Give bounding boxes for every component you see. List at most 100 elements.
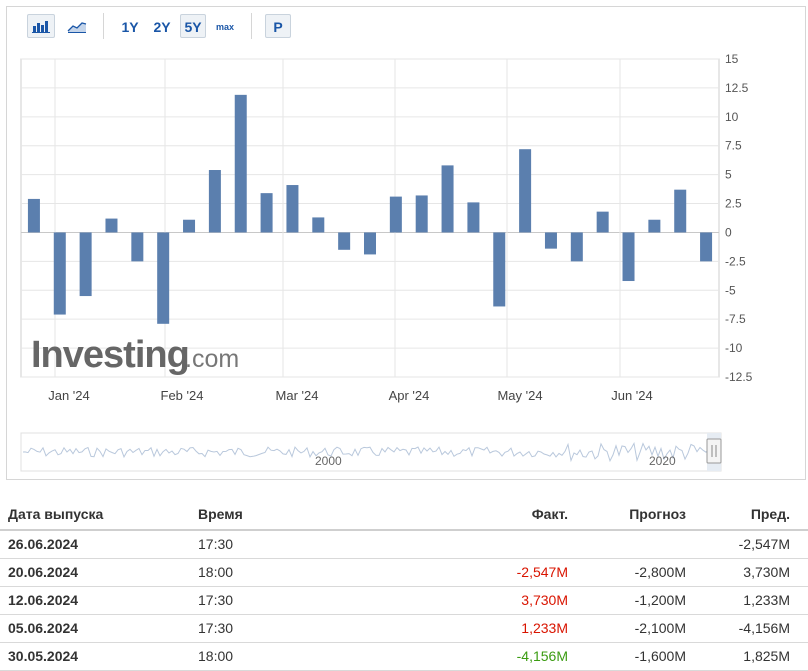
- bar[interactable]: [234, 94, 247, 233]
- bar[interactable]: [364, 232, 376, 255]
- header-forecast: Прогноз: [629, 506, 686, 522]
- y-tick-label: -2.5: [725, 254, 746, 268]
- bars-layer: [27, 94, 713, 324]
- toolbar-separator: [251, 13, 252, 39]
- bar[interactable]: [131, 232, 144, 262]
- y-tick-label: -7.5: [725, 312, 746, 326]
- range-5y-button[interactable]: 5Y: [180, 14, 206, 38]
- bar[interactable]: [674, 189, 687, 233]
- y-tick-label: 5: [725, 168, 732, 182]
- bar[interactable]: [570, 232, 583, 262]
- row-forecast: -1,600M: [634, 648, 686, 664]
- x-tick-label: Jan '24: [48, 388, 90, 403]
- bar[interactable]: [260, 193, 273, 233]
- range-1y-button[interactable]: 1Y: [121, 19, 139, 35]
- row-fact: 3,730M: [521, 592, 568, 608]
- x-tick-label: Feb '24: [161, 388, 204, 403]
- x-axis-labels: Jan '24 Feb '24 Mar '24 Apr '24 May '24 Jun '…: [48, 388, 653, 403]
- grid-layer: [20, 58, 720, 378]
- table-row: 20.06.2024 18:00 -2,547M -2,800M 3,730M: [0, 559, 808, 587]
- x-tick-label: Jun '24: [611, 388, 653, 403]
- bar[interactable]: [441, 165, 454, 233]
- y-axis-labels: 15 12.5 10 7.5 5 2.5 0 -2.5 -5 -7.5 -10 -12.5: [725, 52, 753, 384]
- x-tick-label: Apr '24: [389, 388, 430, 403]
- y-tick-label: 15: [725, 52, 739, 66]
- bar[interactable]: [415, 195, 428, 233]
- navigator-series: [22, 441, 719, 463]
- row-date: 20.06.2024: [8, 564, 79, 580]
- range-max-button[interactable]: max: [215, 22, 234, 32]
- watermark-brand: Investing: [31, 334, 189, 376]
- x-tick-label: May '24: [497, 388, 542, 403]
- row-time: 17:30: [198, 536, 234, 552]
- bar[interactable]: [519, 149, 532, 233]
- navigator-label-2020: 2020: [649, 454, 676, 468]
- row-fact: 1,233M: [521, 620, 568, 636]
- y-tick-label: 0: [725, 225, 732, 239]
- row-date: 26.06.2024: [8, 536, 79, 552]
- row-prev: 3,730M: [743, 564, 790, 580]
- watermark-suffix: .com: [185, 345, 239, 373]
- bar[interactable]: [338, 232, 351, 250]
- bar[interactable]: [389, 196, 402, 233]
- row-time: 17:30: [198, 620, 234, 636]
- row-date: 05.06.2024: [8, 620, 79, 636]
- row-time: 18:00: [198, 648, 234, 664]
- row-prev: 1,233M: [743, 592, 790, 608]
- row-date: 12.06.2024: [8, 592, 79, 608]
- bar[interactable]: [467, 202, 480, 233]
- bar[interactable]: [493, 232, 506, 307]
- events-table: Дата выпуска Время Факт. Прогноз Пред. 2…: [0, 500, 808, 671]
- row-prev: 1,825M: [743, 648, 790, 664]
- row-fact: -4,156M: [516, 648, 568, 664]
- chart-panel: 1Y 2Y 5Y max P Investing .com 15 12.5 10 7.…: [6, 6, 806, 480]
- table-row: 30.05.2024 18:00 -4,156M -1,600M 1,825M: [0, 643, 808, 671]
- table-header-row: Дата выпуска Время Факт. Прогноз Пред.: [0, 500, 808, 531]
- bar[interactable]: [312, 217, 325, 233]
- row-date: 30.05.2024: [8, 648, 79, 664]
- y-tick-label: -12.5: [725, 370, 753, 384]
- bar-chart: Investing .com 15 12.5 10 7.5 5 2.5 0 -2.5 -5 -7.…: [20, 52, 753, 472]
- table-row: 12.06.2024 17:30 3,730M -1,200M 1,233M: [0, 587, 808, 615]
- navigator-handle[interactable]: [706, 438, 722, 464]
- bar[interactable]: [286, 185, 299, 233]
- bar[interactable]: [157, 232, 170, 324]
- bar[interactable]: [53, 232, 66, 315]
- row-fact: -2,547M: [516, 564, 568, 580]
- bar[interactable]: [79, 232, 92, 297]
- bar[interactable]: [183, 219, 196, 233]
- bar[interactable]: [105, 218, 118, 233]
- x-tick-label: Mar '24: [276, 388, 319, 403]
- bar[interactable]: [648, 219, 661, 233]
- row-forecast: -1,200M: [634, 592, 686, 608]
- bar[interactable]: [622, 232, 635, 282]
- bar[interactable]: [208, 170, 221, 233]
- row-prev: -2,547M: [738, 536, 790, 552]
- navigator-label-2000: 2000: [315, 454, 342, 468]
- p-button[interactable]: P: [265, 14, 291, 38]
- bar[interactable]: [544, 232, 557, 249]
- y-tick-label: 10: [725, 110, 739, 124]
- bar[interactable]: [700, 232, 713, 262]
- row-forecast: -2,800M: [634, 564, 686, 580]
- header-date: Дата выпуска: [8, 506, 104, 522]
- row-prev: -4,156M: [738, 620, 790, 636]
- y-tick-label: 2.5: [725, 197, 742, 211]
- plot-area: [20, 58, 720, 378]
- bar-chart-icon[interactable]: [27, 14, 55, 38]
- bar[interactable]: [596, 211, 609, 233]
- y-tick-label: 12.5: [725, 81, 749, 95]
- investing-watermark: Investing .com: [31, 334, 239, 376]
- chart-toolbar: 1Y 2Y 5Y max P: [7, 7, 805, 45]
- header-time: Время: [198, 506, 243, 522]
- y-tick-label: -5: [725, 283, 736, 297]
- row-time: 17:30: [198, 592, 234, 608]
- range-2y-button[interactable]: 2Y: [153, 19, 171, 35]
- toolbar-separator: [103, 13, 104, 39]
- row-forecast: -2,100M: [634, 620, 686, 636]
- navigator[interactable]: 2000 2020: [20, 432, 722, 472]
- header-fact: Факт.: [531, 506, 568, 522]
- area-chart-icon[interactable]: [63, 14, 91, 38]
- header-prev: Пред.: [750, 506, 790, 522]
- bar[interactable]: [27, 198, 40, 233]
